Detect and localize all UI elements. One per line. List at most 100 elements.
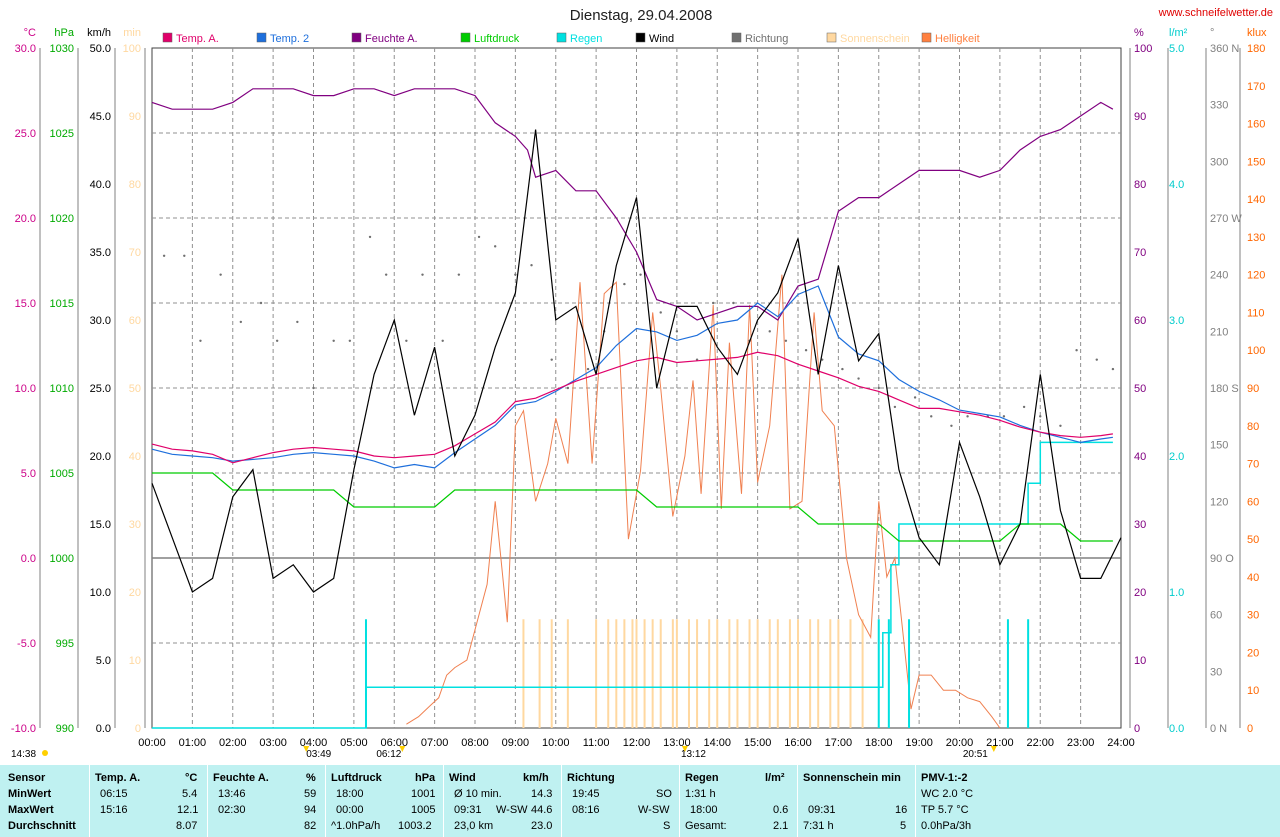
axis-tick-label: 30 <box>129 519 141 531</box>
legend-swatch <box>921 32 932 43</box>
x-tick-label: 16:00 <box>784 737 812 749</box>
axis-tick-label: 240 <box>1210 270 1228 282</box>
x-tick-label: 11:00 <box>583 737 610 749</box>
direction-dot <box>1075 349 1078 352</box>
feuchte-max: 94 <box>304 804 317 816</box>
direction-dot <box>332 339 335 342</box>
richtung-r2-time: 08:16 <box>572 804 600 816</box>
axis-tick-label: 90 O <box>1210 553 1234 565</box>
x-mark-label: 03:49 <box>306 749 331 760</box>
legend-label: Regen <box>570 33 602 45</box>
axis-tick-label: 990 <box>56 723 74 735</box>
legend-label: Richtung <box>745 33 788 45</box>
direction-dot <box>857 377 860 380</box>
source-link[interactable]: www.schneifelwetter.de <box>1158 7 1273 19</box>
direction-dot <box>732 301 735 305</box>
regen-total-label: Gesamt: <box>685 820 727 832</box>
axis-tick-label: -5.0 <box>17 638 36 650</box>
wind-max-dir: W-SW <box>496 804 528 816</box>
sonne-max-time: 09:31 <box>808 804 836 816</box>
axis-tick-label: 70 <box>1134 247 1146 259</box>
legend-label: Wind <box>649 33 674 45</box>
axis-tick-label: 10.0 <box>15 383 36 395</box>
axis-tick-label: 20.0 <box>90 451 111 463</box>
header-feuchte: Feuchte A. <box>213 772 269 784</box>
legend-swatch <box>256 32 267 43</box>
header-feuchte-unit: % <box>306 772 316 784</box>
direction-dot <box>477 235 481 239</box>
axis-tick-label: 0 N <box>1210 723 1227 735</box>
axis-tick-label: 1.0 <box>1169 587 1184 599</box>
axis-tick-label: 2.0 <box>1169 451 1184 463</box>
axis-tick-label: 330 <box>1210 100 1228 112</box>
direction-dot <box>1002 415 1006 418</box>
axis-tick-label: 100 <box>123 43 141 55</box>
richtung-r2: W-SW <box>638 804 670 816</box>
axis-unit-label: km/h <box>87 27 111 39</box>
luftdruck-max: 1005 <box>411 804 436 816</box>
direction-dot <box>312 386 315 390</box>
direction-dot <box>199 339 202 342</box>
direction-dot <box>768 330 771 333</box>
wind-r1: 14.3 <box>531 788 553 800</box>
axis-tick-label: 25.0 <box>90 383 111 395</box>
x-tick-label: 14:00 <box>703 737 731 749</box>
axis-tick-label: 80 <box>1134 179 1146 191</box>
direction-dot <box>659 311 662 314</box>
axis-tick-label: 50 <box>1247 534 1259 546</box>
direction-dot <box>493 245 497 248</box>
axis-tick-label: 180 S <box>1210 383 1239 395</box>
axis-tick-label: 60 <box>1210 610 1222 622</box>
axis-tick-label: 0.0 <box>21 553 36 565</box>
sonne-max: 16 <box>895 804 908 816</box>
header-sonne: Sonnenschein min <box>803 772 901 784</box>
direction-dot <box>183 254 186 257</box>
header-temp-unit: °C <box>185 772 198 784</box>
pmv-tp: TP 5.7 °C <box>921 804 969 816</box>
x-tick-label: 09:00 <box>502 737 530 749</box>
axis-tick-label: 4.0 <box>1169 179 1184 191</box>
legend-swatch <box>162 32 173 43</box>
axis-tick-label: 90 <box>1247 383 1259 395</box>
x-tick-label: 01:00 <box>179 737 207 749</box>
axis-unit-label: hPa <box>54 27 74 39</box>
plot-area <box>151 47 1122 729</box>
feuchte-min: 59 <box>304 788 317 800</box>
axis-tick-label: 20 <box>129 587 141 599</box>
sonne-avg: 5 <box>900 820 907 832</box>
header-temp: Temp. A. <box>95 772 141 784</box>
luftdruck-min: 1001 <box>411 788 436 800</box>
axis-tick-label: 1015 <box>50 298 74 310</box>
direction-dot <box>712 301 715 305</box>
direction-dot <box>348 339 352 342</box>
axis-tick-label: 30 <box>1210 666 1222 678</box>
sun-marker-icon <box>303 746 310 752</box>
legend-label: Temp. A. <box>176 33 219 45</box>
axis-tick-label: 300 <box>1210 156 1228 168</box>
luftdruck-min-time: 18:00 <box>336 788 364 800</box>
axis-tick-label: 1000 <box>50 553 74 565</box>
direction-dot <box>219 273 222 276</box>
axis-tick-label: 1005 <box>50 468 74 480</box>
header-regen-unit: l/m² <box>765 772 785 784</box>
axis-tick-label: 70 <box>129 247 141 259</box>
axis-tick-label: 3.0 <box>1169 315 1184 327</box>
axis-tick-label: 50 <box>1134 383 1146 395</box>
axis-tick-label: 50.0 <box>90 43 111 55</box>
direction-dot <box>259 301 263 305</box>
header-sensor: Sensor <box>8 772 46 784</box>
regen-r2: 0.6 <box>773 804 789 816</box>
x-tick-label: 22:00 <box>1026 737 1054 749</box>
axis-tick-label: 60 <box>129 315 141 327</box>
header-richtung: Richtung <box>567 772 615 784</box>
temp-min-time: 06:15 <box>100 788 128 800</box>
axis-tick-label: 10 <box>1247 685 1259 697</box>
axis-tick-label: 1010 <box>50 383 74 395</box>
axis-tick-label: 1020 <box>50 213 74 225</box>
axis-tick-label: 120 <box>1247 270 1265 282</box>
temp-avg: 8.07 <box>176 820 198 832</box>
axis-tick-label: 140 <box>1247 194 1265 206</box>
direction-dot <box>1039 415 1042 418</box>
axis-tick-label: 170 <box>1247 81 1265 93</box>
temp2-line <box>151 285 1113 469</box>
